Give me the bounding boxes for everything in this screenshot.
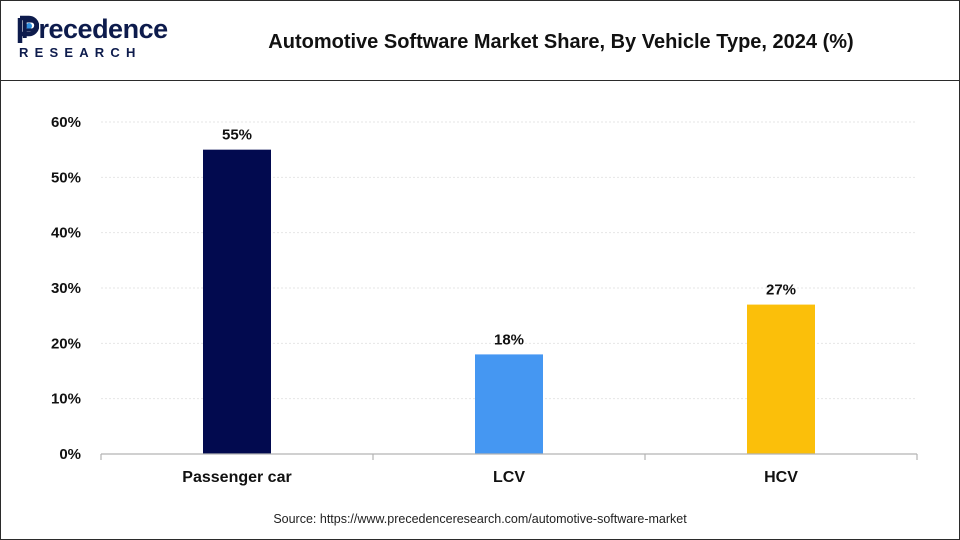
chart-title: Automotive Software Market Share, By Veh… [268, 31, 854, 53]
precedence-research-logo: Precedence RESEARCH [17, 13, 168, 67]
data-labels: 55% 18% 27% [222, 127, 796, 349]
logo-mark-icon [17, 15, 39, 43]
y-tick-label: 50% [51, 169, 81, 186]
source-note: Source: https://www.precedenceresearch.c… [273, 512, 687, 526]
logo-word: Precedence [21, 14, 168, 44]
y-tick-label: 40% [51, 225, 81, 242]
y-tick-label: 20% [51, 335, 81, 352]
x-category-label: HCV [764, 469, 798, 486]
bar-hcv [747, 304, 815, 454]
bars [203, 149, 815, 454]
bar-lcv [475, 354, 543, 454]
y-tick-label: 0% [59, 446, 81, 463]
y-tick-label: 60% [51, 114, 81, 131]
y-tick-label: 10% [51, 391, 81, 408]
data-label: 18% [494, 331, 524, 348]
bar-chart: 0% 10% 20% 30% 40% 50% 60% 55% 18% 27% Passenger… [51, 114, 918, 486]
header: Precedence RESEARCH Automotive Software … [1, 1, 959, 81]
x-category-label: Passenger car [182, 469, 291, 486]
data-label: 27% [766, 282, 796, 299]
data-label: 55% [222, 127, 252, 144]
y-tick-label: 30% [51, 280, 81, 297]
x-category-label: LCV [493, 469, 525, 486]
logo-sub: RESEARCH [19, 45, 142, 60]
bar-passenger-car [203, 149, 271, 454]
y-axis-ticks: 0% 10% 20% 30% 40% 50% 60% [51, 114, 81, 463]
x-axis: Passenger car LCV HCV [100, 453, 918, 486]
